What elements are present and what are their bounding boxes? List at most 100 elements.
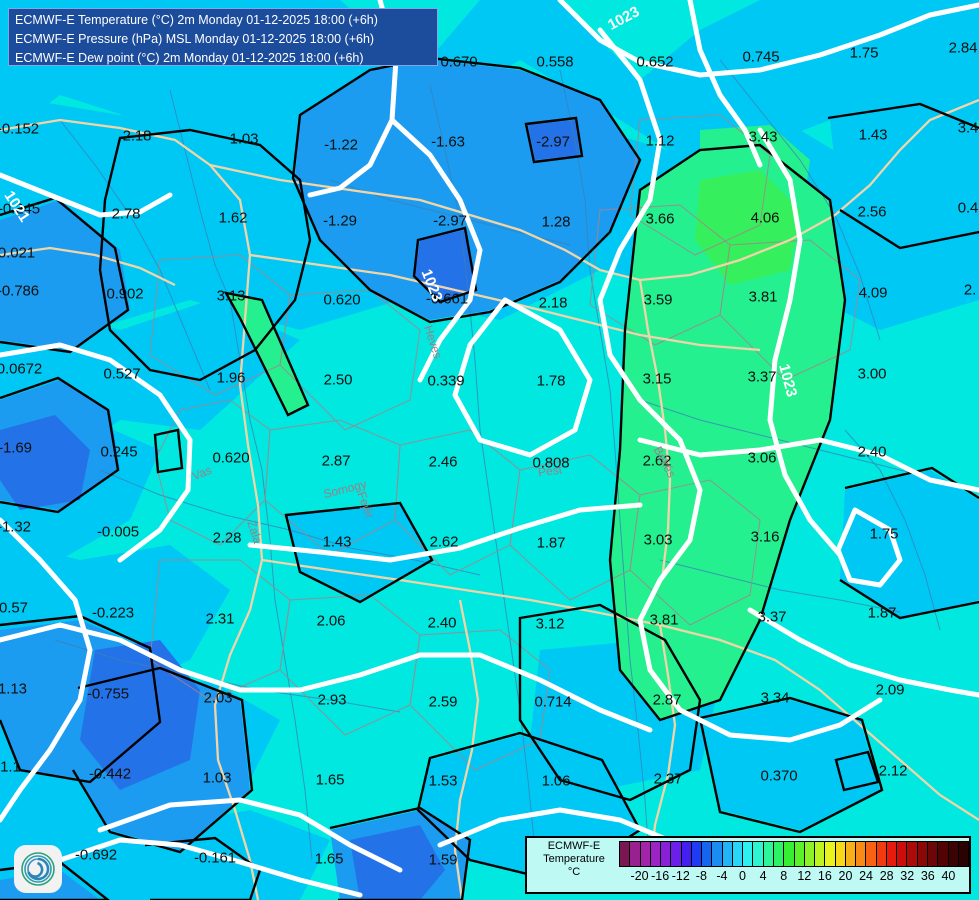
legend-swatch [640, 842, 651, 866]
temperature-value-label: 3.34 [760, 689, 790, 707]
temperature-value-label: 3.37 [747, 368, 777, 386]
temperature-value-label: 3.4 [957, 119, 979, 137]
legend-swatch [784, 842, 795, 866]
legend-tick: -16 [651, 869, 670, 883]
temperature-value-label: -1.13 [0, 680, 27, 698]
temperature-value-label: 0.808 [532, 454, 570, 472]
temperature-value-label: 1.03 [229, 130, 259, 148]
temperature-value-label: -1.69 [0, 439, 32, 457]
legend-swatch [712, 842, 723, 866]
temperature-value-label: 3.16 [750, 528, 780, 546]
temperature-value-label: 3.66 [645, 210, 675, 228]
temperature-value-label: 2.87 [652, 691, 682, 709]
legend-tick: 32 [900, 869, 915, 883]
temperature-value-label: 2.59 [428, 693, 458, 711]
temperature-legend: ECMWF-E Temperature °C -20 -16 -12 -8 -4 0 4 8 1… [525, 836, 971, 894]
temperature-value-label: 0.714 [534, 693, 572, 711]
temperature-value-label: 3.59 [643, 291, 673, 309]
temperature-value-label: 2.31 [205, 610, 235, 628]
temperature-value-label: 2. [963, 281, 977, 299]
temperature-value-label: 1.96 [216, 369, 246, 387]
temperature-value-label: 3.06 [747, 449, 777, 467]
temperature-value-label: 4.09 [858, 284, 888, 302]
legend-swatch [938, 842, 949, 866]
legend-tick: 4 [759, 869, 767, 883]
legend-tick: -4 [716, 869, 728, 883]
legend-tick: 28 [879, 869, 894, 883]
legend-swatch [948, 842, 959, 866]
temperature-value-label: 2.09 [875, 681, 905, 699]
spiral-icon [21, 852, 55, 886]
legend-title-variable: Temperature [543, 853, 605, 865]
legend-swatch [917, 842, 928, 866]
temperature-value-label: 3.37 [757, 608, 787, 626]
legend-tick: 36 [920, 869, 935, 883]
legend-title: ECMWF-E Temperature °C [527, 838, 619, 879]
temperature-value-label: 2.84 [948, 39, 978, 57]
cyclone-spiral-logo [14, 845, 62, 893]
temperature-value-label: -2.97 [433, 212, 467, 230]
dew-point-contours [0, 56, 979, 900]
legend-tick: 8 [780, 869, 788, 883]
temperature-value-label: 1.65 [314, 850, 344, 868]
temperature-value-label: 0.902 [106, 285, 144, 303]
temperature-value-label: 1.03 [202, 769, 232, 787]
legend-tick: 24 [859, 869, 873, 883]
legend-swatch [866, 842, 877, 866]
temperature-value-label: 3.00 [857, 365, 887, 383]
temperature-value-label: 1.28 [541, 213, 571, 231]
temperature-value-label: 3.13 [216, 287, 246, 305]
temperature-value-label: 1.87 [867, 604, 897, 622]
temperature-value-label: 0.245 [100, 443, 138, 461]
legend-tick: 12 [797, 869, 812, 883]
temperature-value-label: 0.4 [957, 199, 979, 217]
header-line-temperature: ECMWF-E Temperature (°C) 2m Monday 01-12… [15, 13, 378, 27]
temperature-value-label: -1.1 [0, 758, 21, 776]
temperature-value-label: 1.75 [869, 525, 899, 543]
temperature-value-label: 3.12 [535, 615, 565, 633]
header-line-pressure: ECMWF-E Pressure (hPa) MSL Monday 01-12-… [15, 32, 375, 46]
legend-swatch [743, 842, 754, 866]
legend-swatch [958, 842, 969, 866]
temperature-value-label: 3.15 [642, 370, 672, 388]
temperature-value-label: 0.670 [440, 53, 478, 71]
temperature-value-label: 0.558 [536, 53, 574, 71]
temperature-value-label: 2.40 [857, 443, 887, 461]
legend-swatch [927, 842, 939, 866]
legend-swatch [856, 842, 867, 866]
legend-title-units: °C [567, 866, 581, 878]
temperature-value-label: 2.12 [878, 762, 908, 780]
temperature-band-minus3 [0, 120, 580, 900]
temperature-value-label: 2.40 [427, 614, 457, 632]
temperature-value-label: -1.32 [0, 518, 31, 536]
legend-swatch [773, 842, 785, 866]
legend-tick: -8 [695, 869, 707, 883]
temperature-value-label: 0.745 [742, 48, 780, 66]
temperature-value-label: 2.87 [321, 452, 351, 470]
temperature-value-label: 3.03 [643, 531, 673, 549]
temperature-value-label: 1.53 [428, 772, 458, 790]
temperature-value-label: 2.28 [212, 529, 242, 547]
legend-swatch [691, 842, 703, 866]
temperature-value-label: 0.339 [427, 372, 465, 390]
temperature-value-label: 3.81 [748, 288, 778, 306]
temperature-value-label: 1.12 [645, 132, 675, 150]
temperature-value-label: 0.527 [103, 365, 141, 383]
legend-swatch [681, 842, 692, 866]
temperature-value-label: 4.06 [750, 209, 780, 227]
legend-title-model: ECMWF-E [547, 840, 601, 852]
legend-tick: -20 [630, 869, 649, 883]
legend-swatch [825, 842, 836, 866]
legend-swatch [630, 842, 641, 866]
header-line-dewpoint: ECMWF-E Dew point (°C) 2m Monday 01-12-2… [15, 51, 364, 65]
temperature-value-label: 1.78 [536, 372, 566, 390]
legend-swatch [907, 842, 918, 866]
legend-tick: 16 [817, 869, 832, 883]
temperature-value-label: -0.755 [87, 685, 129, 703]
temperature-value-label: 2.18 [538, 294, 568, 312]
temperature-value-label: 0.652 [636, 53, 674, 71]
temperature-value-label: -0.161 [194, 849, 236, 867]
legend-tick: 40 [941, 869, 956, 883]
legend-tick: 0 [739, 869, 746, 883]
